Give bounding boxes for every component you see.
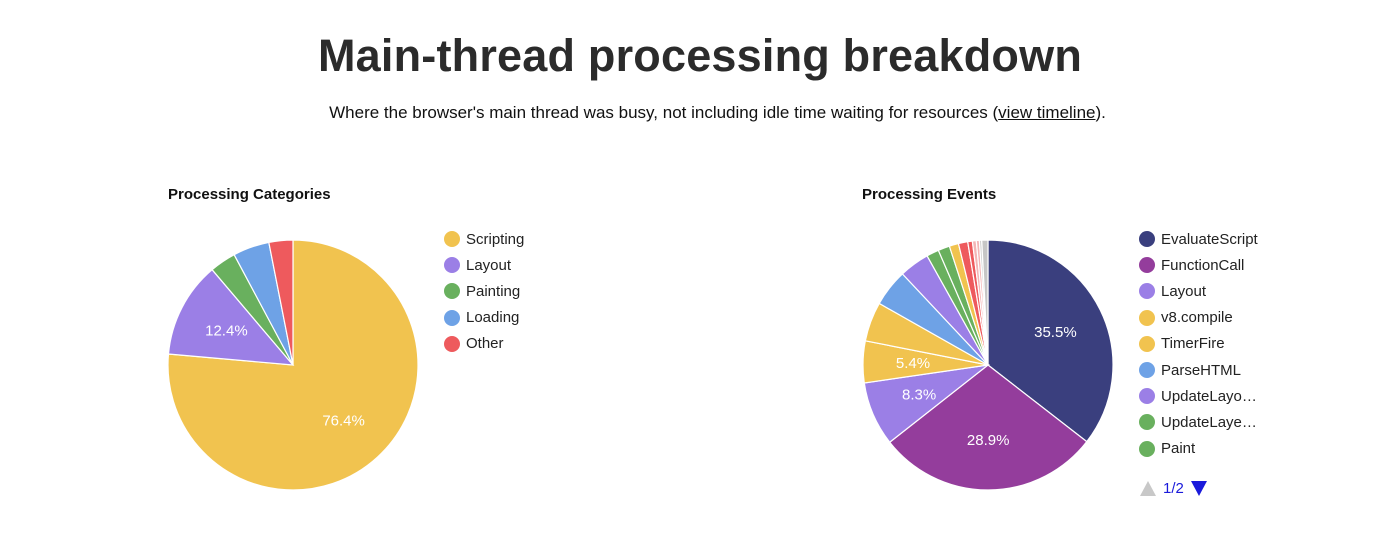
legend-item[interactable]: UpdateLaye… bbox=[1139, 409, 1258, 435]
pie-slice-evaluatescript[interactable] bbox=[987, 239, 1114, 443]
legend-item[interactable]: Layout bbox=[444, 252, 524, 278]
pie-slice-functioncall[interactable] bbox=[888, 364, 1088, 491]
legend-swatch-icon bbox=[444, 309, 460, 326]
legend-item[interactable]: ParseHTML bbox=[1139, 357, 1258, 383]
legend-label: Painting bbox=[466, 282, 521, 300]
legend-swatch-icon bbox=[1139, 414, 1155, 431]
slice-value-label: 28.9% bbox=[967, 432, 1010, 449]
triangle-down-icon[interactable] bbox=[1190, 481, 1207, 496]
subtitle-text-end: ). bbox=[1095, 103, 1106, 122]
legend-page-indicator: 1/2 bbox=[1163, 480, 1184, 497]
processing-categories-legend: Scripting Layout Painting Loading Other bbox=[444, 226, 524, 357]
pie-slice-scripting[interactable] bbox=[167, 239, 419, 491]
legend-label: Paint bbox=[1161, 440, 1196, 458]
legend-swatch-icon bbox=[1139, 362, 1155, 379]
legend-item[interactable]: Scripting bbox=[444, 226, 524, 252]
legend-swatch-icon bbox=[1139, 283, 1155, 300]
legend-item[interactable]: Layout bbox=[1139, 278, 1258, 304]
slice-value-label: 76.4% bbox=[322, 412, 365, 429]
legend-pager: 1/2 bbox=[1140, 480, 1207, 497]
legend-label: Loading bbox=[466, 309, 520, 327]
legend-label: UpdateLaye… bbox=[1161, 413, 1257, 431]
triangle-up-icon[interactable] bbox=[1140, 481, 1156, 496]
legend-swatch-icon bbox=[1139, 388, 1155, 405]
slice-value-label: 35.5% bbox=[1034, 324, 1077, 341]
legend-label: FunctionCall bbox=[1161, 256, 1245, 274]
legend-item[interactable]: Other bbox=[444, 331, 524, 357]
processing-events-pie: 35.5% 28.9% 8.3% 5.4% bbox=[862, 239, 1114, 491]
legend-swatch-icon bbox=[444, 283, 460, 300]
processing-categories-pie: 76.4% 12.4% bbox=[167, 239, 419, 491]
legend-swatch-icon bbox=[1139, 309, 1155, 326]
legend-item[interactable]: v8.compile bbox=[1139, 305, 1258, 331]
page-title: Main-thread processing breakdown bbox=[317, 30, 1083, 81]
processing-events-legend: EvaluateScript FunctionCall Layout v8.compi… bbox=[1139, 226, 1258, 462]
slice-value-label: 8.3% bbox=[902, 387, 936, 404]
legend-swatch-icon bbox=[1139, 335, 1155, 352]
legend-item[interactable]: Paint bbox=[1139, 436, 1258, 462]
legend-swatch-icon bbox=[1139, 231, 1155, 248]
legend-item[interactable]: FunctionCall bbox=[1139, 252, 1258, 278]
processing-events-title: Processing Events bbox=[862, 186, 997, 203]
legend-label: ParseHTML bbox=[1161, 361, 1242, 379]
legend-item[interactable]: Loading bbox=[444, 305, 524, 331]
legend-label: Layout bbox=[1161, 282, 1207, 300]
legend-swatch-icon bbox=[444, 335, 460, 352]
legend-label: TimerFire bbox=[1161, 335, 1225, 353]
slice-value-label: 5.4% bbox=[896, 355, 930, 372]
processing-categories-title: Processing Categories bbox=[168, 186, 331, 203]
legend-label: v8.compile bbox=[1161, 309, 1233, 327]
legend-item[interactable]: UpdateLayo… bbox=[1139, 383, 1258, 409]
pie-slice-unlabeled-15[interactable] bbox=[981, 239, 989, 366]
legend-swatch-icon bbox=[1139, 440, 1155, 457]
legend-swatch-icon bbox=[1139, 257, 1155, 274]
subtitle-text: Where the browser's main thread was busy… bbox=[329, 103, 999, 122]
legend-swatch-icon bbox=[444, 257, 460, 274]
page-description: Where the browser's main thread was busy… bbox=[0, 103, 1400, 123]
view-timeline-link[interactable]: view timeline bbox=[998, 103, 1096, 122]
legend-label: Layout bbox=[466, 256, 512, 274]
pie-slice-other[interactable] bbox=[268, 239, 294, 366]
legend-label: Scripting bbox=[466, 230, 525, 248]
legend-label: Other bbox=[466, 335, 504, 353]
legend-item[interactable]: TimerFire bbox=[1139, 331, 1258, 357]
pie-slice-layout[interactable] bbox=[167, 268, 295, 366]
slice-value-label: 12.4% bbox=[205, 323, 248, 340]
legend-label: UpdateLayo… bbox=[1161, 387, 1257, 405]
legend-swatch-icon bbox=[444, 231, 460, 248]
legend-item[interactable]: EvaluateScript bbox=[1139, 226, 1258, 252]
legend-item[interactable]: Painting bbox=[444, 278, 524, 304]
legend-label: EvaluateScript bbox=[1161, 230, 1258, 248]
